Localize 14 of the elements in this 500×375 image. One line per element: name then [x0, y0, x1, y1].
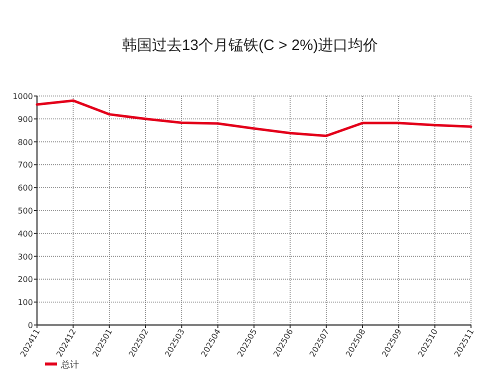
- y-tick-label: 900: [18, 114, 33, 124]
- y-tick-label: 200: [18, 275, 33, 284]
- y-tick-label: 700: [18, 160, 33, 170]
- y-tick-label: 300: [18, 252, 33, 262]
- y-tick-label: 0: [28, 321, 33, 330]
- y-tick-label: 600: [18, 184, 33, 193]
- legend-label: 总计: [60, 360, 79, 370]
- chart-title: 韩国过去13个月锰铁(C > 2%)进口均价: [122, 37, 378, 54]
- y-tick-label: 100: [18, 298, 33, 308]
- y-tick-label: 1000: [12, 92, 33, 101]
- y-tick-label: 400: [18, 229, 33, 238]
- y-tick-label: 800: [18, 138, 33, 147]
- line-series: [36, 99, 472, 138]
- y-tick-label: 500: [18, 206, 33, 216]
